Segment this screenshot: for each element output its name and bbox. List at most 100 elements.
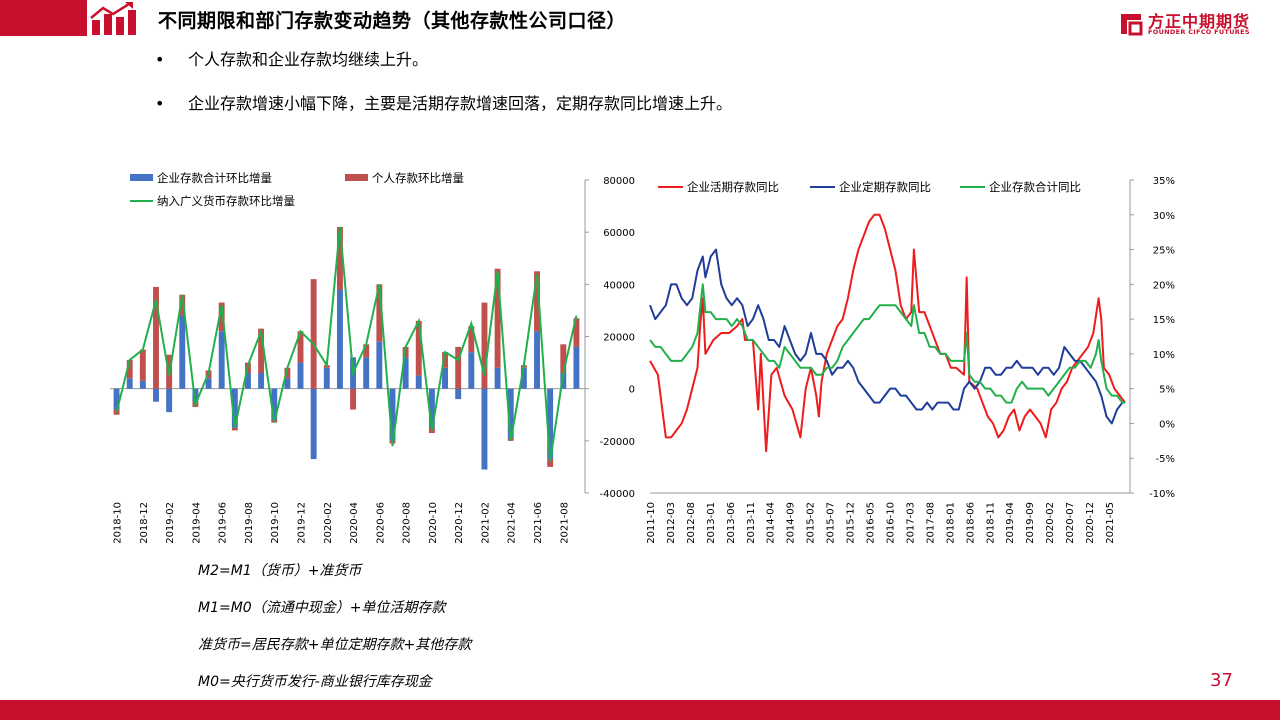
x-tick-label: 2020-08 [402,502,413,544]
bar-enterprise-deposit [573,346,580,389]
bar-enterprise-deposit [205,378,212,389]
line-total-deposit-yoy [649,283,1125,404]
header-red-bar [0,0,87,36]
x-tick-label: 2019-02 [165,502,176,544]
bar-personal-deposit [139,349,146,381]
bar-enterprise-deposit [534,331,540,389]
line-demand-deposit-yoy [649,213,1126,453]
bar-personal-deposit [468,326,475,353]
legend-broad-money-deposit: 纳入广义货币存款环比增量 [157,194,295,208]
bullet-item: • 企业存款增速小幅下降，主要是活期存款增速回落，定期存款同比增速上升。 [155,92,732,136]
bar-personal-deposit [113,409,120,415]
legend-personal-deposit-swatch [345,174,368,181]
x-tick-label: 2013-01 [706,502,717,544]
x-tick-label: 2014-09 [786,502,797,544]
brand-logo: 方正中期期货 FOUNDER CIFCO FUTURES [1118,9,1258,39]
bullet-text: 个人存款和企业存款均继续上升。 [188,50,429,69]
x-tick-label: 2017-08 [925,502,936,544]
bar-enterprise-deposit [179,315,186,389]
y-tick-label: -40000 [600,489,635,500]
bar-enterprise-deposit [218,331,225,389]
bar-enterprise-deposit [231,388,238,428]
x-tick-label: 2021-05 [1105,502,1116,544]
bar-enterprise-deposit [402,357,409,389]
bullet-marker: • [155,94,165,113]
x-tick-label: 2018-06 [965,502,976,544]
bar-enterprise-deposit [376,341,383,389]
bar-enterprise-deposit [455,388,462,400]
x-tick-label: 2012-08 [686,502,697,544]
bar-enterprise-deposit [310,388,317,460]
x-tick-label: 2013-06 [726,502,737,544]
formula-quasi-money: 准货币=居民存款+单位定期存款+其他存款 [198,637,472,653]
bar-enterprise-deposit [126,378,133,389]
line-broad-money-deposit [115,226,578,462]
x-tick-label: 2021-04 [507,502,518,544]
bar-personal-deposit [560,344,567,374]
deposit-yoy-line-chart: 35% 30% 25% 20% 15% 10% 5% 0% -5% -10% 2011-10 2012… [646,176,1175,544]
bar-enterprise-deposit [520,367,527,389]
bar-personal-deposit [258,328,265,374]
legend-time-deposit-yoy: 企业定期存款同比 [839,180,931,194]
x-tick-label: 2016-10 [885,502,896,544]
y-tick-label: 40000 [603,280,635,291]
x-tick-label: 2014-04 [766,502,777,544]
formula-m0: M0=央行货币发行-商业银行库存现金 [198,674,432,690]
y-tick-label: -10% [1149,489,1175,500]
x-tick-label: 2018-12 [139,502,150,544]
y-tick-label: -20000 [600,437,635,448]
x-tick-label: 2015-12 [846,502,857,544]
bar-personal-deposit [310,279,317,389]
x-tick-label: 2017-03 [905,502,916,544]
brand-subtitle: FOUNDER CIFCO FUTURES [1148,28,1250,36]
formula-m1: M1=M0（流通中现金）+单位活期存款 [198,600,446,616]
bar-personal-deposit [336,226,343,290]
y-tick-label: 60000 [603,228,635,239]
legend-demand-deposit-yoy: 企业活期存款同比 [687,180,779,194]
y-tick-label: 10% [1153,350,1175,361]
x-tick-label: 2020-07 [1065,502,1076,544]
x-tick-label: 2021-06 [533,502,544,544]
bar-personal-deposit [573,318,580,347]
x-tick-label: 2020-02 [323,502,334,544]
bar-enterprise-deposit [284,378,291,389]
bar-enterprise-deposit [336,289,343,389]
bar-enterprise-deposit [442,367,448,389]
x-tick-label: 2020-06 [375,502,386,544]
y-tick-label: 35% [1153,176,1175,187]
bar-personal-deposit [363,344,370,358]
bar-enterprise-deposit [323,367,330,389]
bar-enterprise-deposit [494,367,501,389]
bar-enterprise-deposit [428,388,435,428]
bar-personal-deposit [231,427,238,431]
bar-personal-deposit [297,331,304,363]
bar-personal-deposit [376,284,383,342]
bar-personal-deposit [547,459,554,467]
x-tick-label: 2021-08 [559,502,570,544]
founder-logo-icon [1121,14,1143,36]
bar-personal-deposit [534,271,540,332]
bar-enterprise-deposit [507,388,514,439]
legend-enterprise-deposit-swatch [130,174,153,181]
x-tick-label: 2020-12 [454,502,465,544]
x-tick-label: 2019-06 [218,502,229,544]
y-tick-label: 20000 [603,333,635,344]
growth-chart-icon [90,2,136,35]
formula-m2: M2=M1（货币）+准货币 [198,563,362,579]
line-time-deposit-yoy [649,248,1125,425]
x-tick-label: 2016-05 [866,502,877,544]
x-tick-label: 2011-10 [646,502,657,544]
x-tick-label: 2015-02 [806,502,817,544]
bar-personal-deposit [481,302,488,389]
x-tick-label: 2018-11 [985,502,996,544]
bar-enterprise-deposit [166,388,173,413]
x-tick-label: 2020-10 [428,502,439,544]
y-tick-label: -5% [1156,454,1175,465]
bar-enterprise-deposit [192,388,199,402]
bar-personal-deposit [284,367,291,379]
bar-personal-deposit [126,359,133,379]
bar-personal-deposit [455,346,462,389]
bar-enterprise-deposit [363,357,370,389]
bar-personal-deposit [442,352,448,368]
bar-enterprise-deposit [415,375,422,389]
